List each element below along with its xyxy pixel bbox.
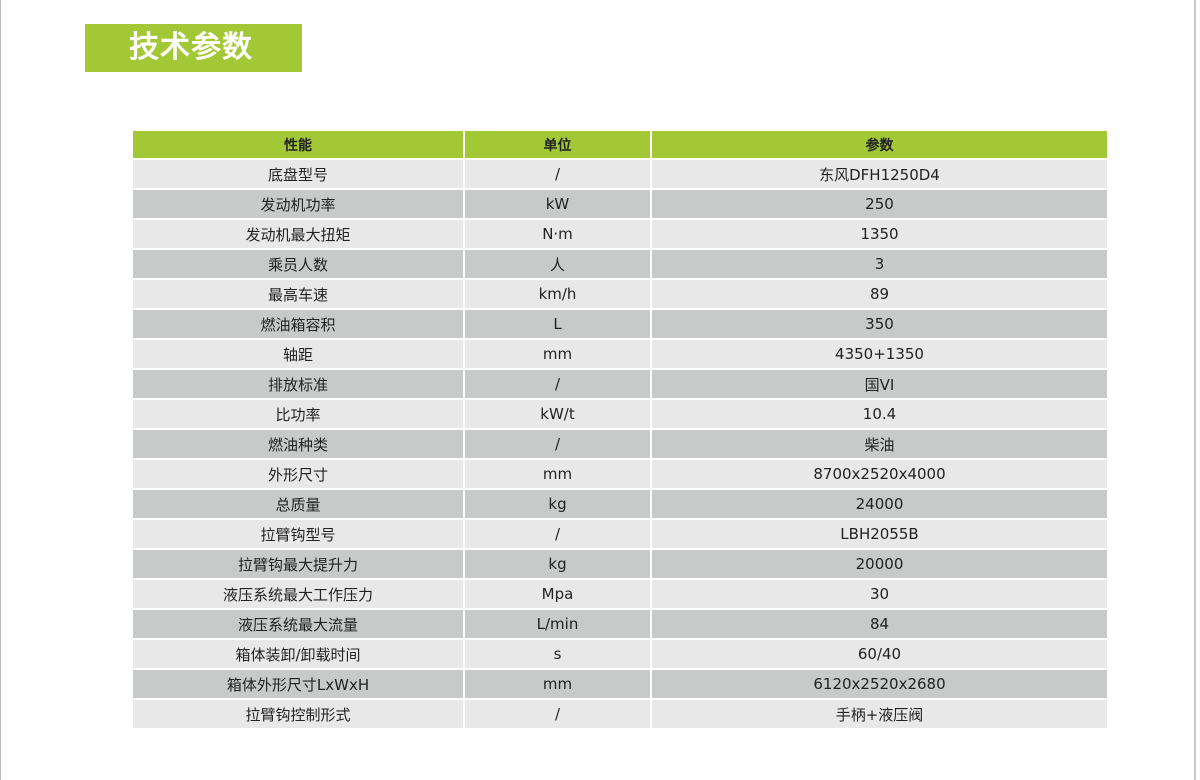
- parameter-cell: 手柄+液压阀: [651, 699, 1107, 730]
- table-row: 发动机功率 kW 250: [133, 189, 1107, 220]
- unit-cell: /: [464, 429, 652, 460]
- parameter-cell: 84: [651, 609, 1107, 640]
- performance-cell: 燃油种类: [133, 429, 465, 460]
- table-row: 比功率 kW/t 10.4: [133, 399, 1107, 430]
- unit-cell: N·m: [464, 219, 652, 250]
- unit-cell: kg: [464, 549, 652, 580]
- header-unit: 单位: [464, 131, 652, 160]
- parameter-cell: 250: [651, 189, 1107, 220]
- parameter-cell: 20000: [651, 549, 1107, 580]
- unit-cell: kg: [464, 489, 652, 520]
- parameter-cell: 24000: [651, 489, 1107, 520]
- parameter-cell: LBH2055B: [651, 519, 1107, 550]
- parameter-cell: 4350+1350: [651, 339, 1107, 370]
- table-row: 拉臂钩控制形式 / 手柄+液压阀: [133, 699, 1107, 730]
- table-row: 燃油种类 / 柴油: [133, 429, 1107, 460]
- performance-cell: 发动机最大扭矩: [133, 219, 465, 250]
- performance-cell: 箱体装卸/卸载时间: [133, 639, 465, 670]
- table-row: 轴距 mm 4350+1350: [133, 339, 1107, 370]
- unit-cell: mm: [464, 339, 652, 370]
- unit-cell: /: [464, 159, 652, 190]
- performance-cell: 外形尺寸: [133, 459, 465, 490]
- parameter-cell: 东风DFH1250D4: [651, 159, 1107, 190]
- table-header-row: 性能 单位 参数: [133, 131, 1107, 160]
- table-row: 底盘型号 / 东风DFH1250D4: [133, 159, 1107, 190]
- table-row: 拉臂钩最大提升力 kg 20000: [133, 549, 1107, 580]
- parameter-cell: 6120x2520x2680: [651, 669, 1107, 700]
- unit-cell: L: [464, 309, 652, 340]
- header-parameter: 参数: [651, 131, 1107, 160]
- performance-cell: 底盘型号: [133, 159, 465, 190]
- table-row: 发动机最大扭矩 N·m 1350: [133, 219, 1107, 250]
- parameter-cell: 3: [651, 249, 1107, 280]
- performance-cell: 拉臂钩控制形式: [133, 699, 465, 730]
- performance-cell: 比功率: [133, 399, 465, 430]
- table-row: 液压系统最大工作压力 Mpa 30: [133, 579, 1107, 610]
- parameter-cell: 国VI: [651, 369, 1107, 400]
- unit-cell: km/h: [464, 279, 652, 310]
- performance-cell: 液压系统最大流量: [133, 609, 465, 640]
- unit-cell: kW: [464, 189, 652, 220]
- performance-cell: 轴距: [133, 339, 465, 370]
- parameter-cell: 60/40: [651, 639, 1107, 670]
- table-row: 总质量 kg 24000: [133, 489, 1107, 520]
- header-performance: 性能: [133, 131, 465, 160]
- table-row: 箱体装卸/卸载时间 s 60/40: [133, 639, 1107, 670]
- parameter-cell: 10.4: [651, 399, 1107, 430]
- page-edge-left: [0, 0, 1, 780]
- performance-cell: 发动机功率: [133, 189, 465, 220]
- table-row: 拉臂钩型号 / LBH2055B: [133, 519, 1107, 550]
- unit-cell: /: [464, 699, 652, 730]
- unit-cell: 人: [464, 249, 652, 280]
- unit-cell: mm: [464, 669, 652, 700]
- performance-cell: 燃油箱容积: [133, 309, 465, 340]
- parameter-cell: 1350: [651, 219, 1107, 250]
- parameter-cell: 柴油: [651, 429, 1107, 460]
- table-row: 乘员人数人 3: [133, 249, 1107, 280]
- performance-cell: 乘员人数: [133, 249, 465, 280]
- parameter-cell: 350: [651, 309, 1107, 340]
- table-row: 液压系统最大流量 L/min 84: [133, 609, 1107, 640]
- unit-cell: Mpa: [464, 579, 652, 610]
- performance-cell: 拉臂钩最大提升力: [133, 549, 465, 580]
- unit-cell: /: [464, 369, 652, 400]
- section-title: 技术参数: [85, 24, 302, 72]
- performance-cell: 拉臂钩型号: [133, 519, 465, 550]
- unit-cell: mm: [464, 459, 652, 490]
- performance-cell: 排放标准: [133, 369, 465, 400]
- performance-cell: 液压系统最大工作压力: [133, 579, 465, 610]
- page-edge-right: [1194, 0, 1196, 780]
- performance-cell: 最高车速: [133, 279, 465, 310]
- spec-table: 性能 单位 参数 底盘型号 / 东风DFH1250D4 发动机功率 kW 250 发动机最大…: [133, 131, 1107, 730]
- table-row: 燃油箱容积 L 350: [133, 309, 1107, 340]
- performance-cell: 箱体外形尺寸LxWxH: [133, 669, 465, 700]
- table-row: 外形尺寸 mm 8700x2520x4000: [133, 459, 1107, 490]
- table-row: 最高车速 km/h 89: [133, 279, 1107, 310]
- performance-cell: 总质量: [133, 489, 465, 520]
- unit-cell: /: [464, 519, 652, 550]
- unit-cell: L/min: [464, 609, 652, 640]
- table-row: 排放标准 / 国VI: [133, 369, 1107, 400]
- unit-cell: s: [464, 639, 652, 670]
- parameter-cell: 30: [651, 579, 1107, 610]
- parameter-cell: 89: [651, 279, 1107, 310]
- parameter-cell: 8700x2520x4000: [651, 459, 1107, 490]
- unit-cell: kW/t: [464, 399, 652, 430]
- table-row: 箱体外形尺寸LxWxH mm 6120x2520x2680: [133, 669, 1107, 700]
